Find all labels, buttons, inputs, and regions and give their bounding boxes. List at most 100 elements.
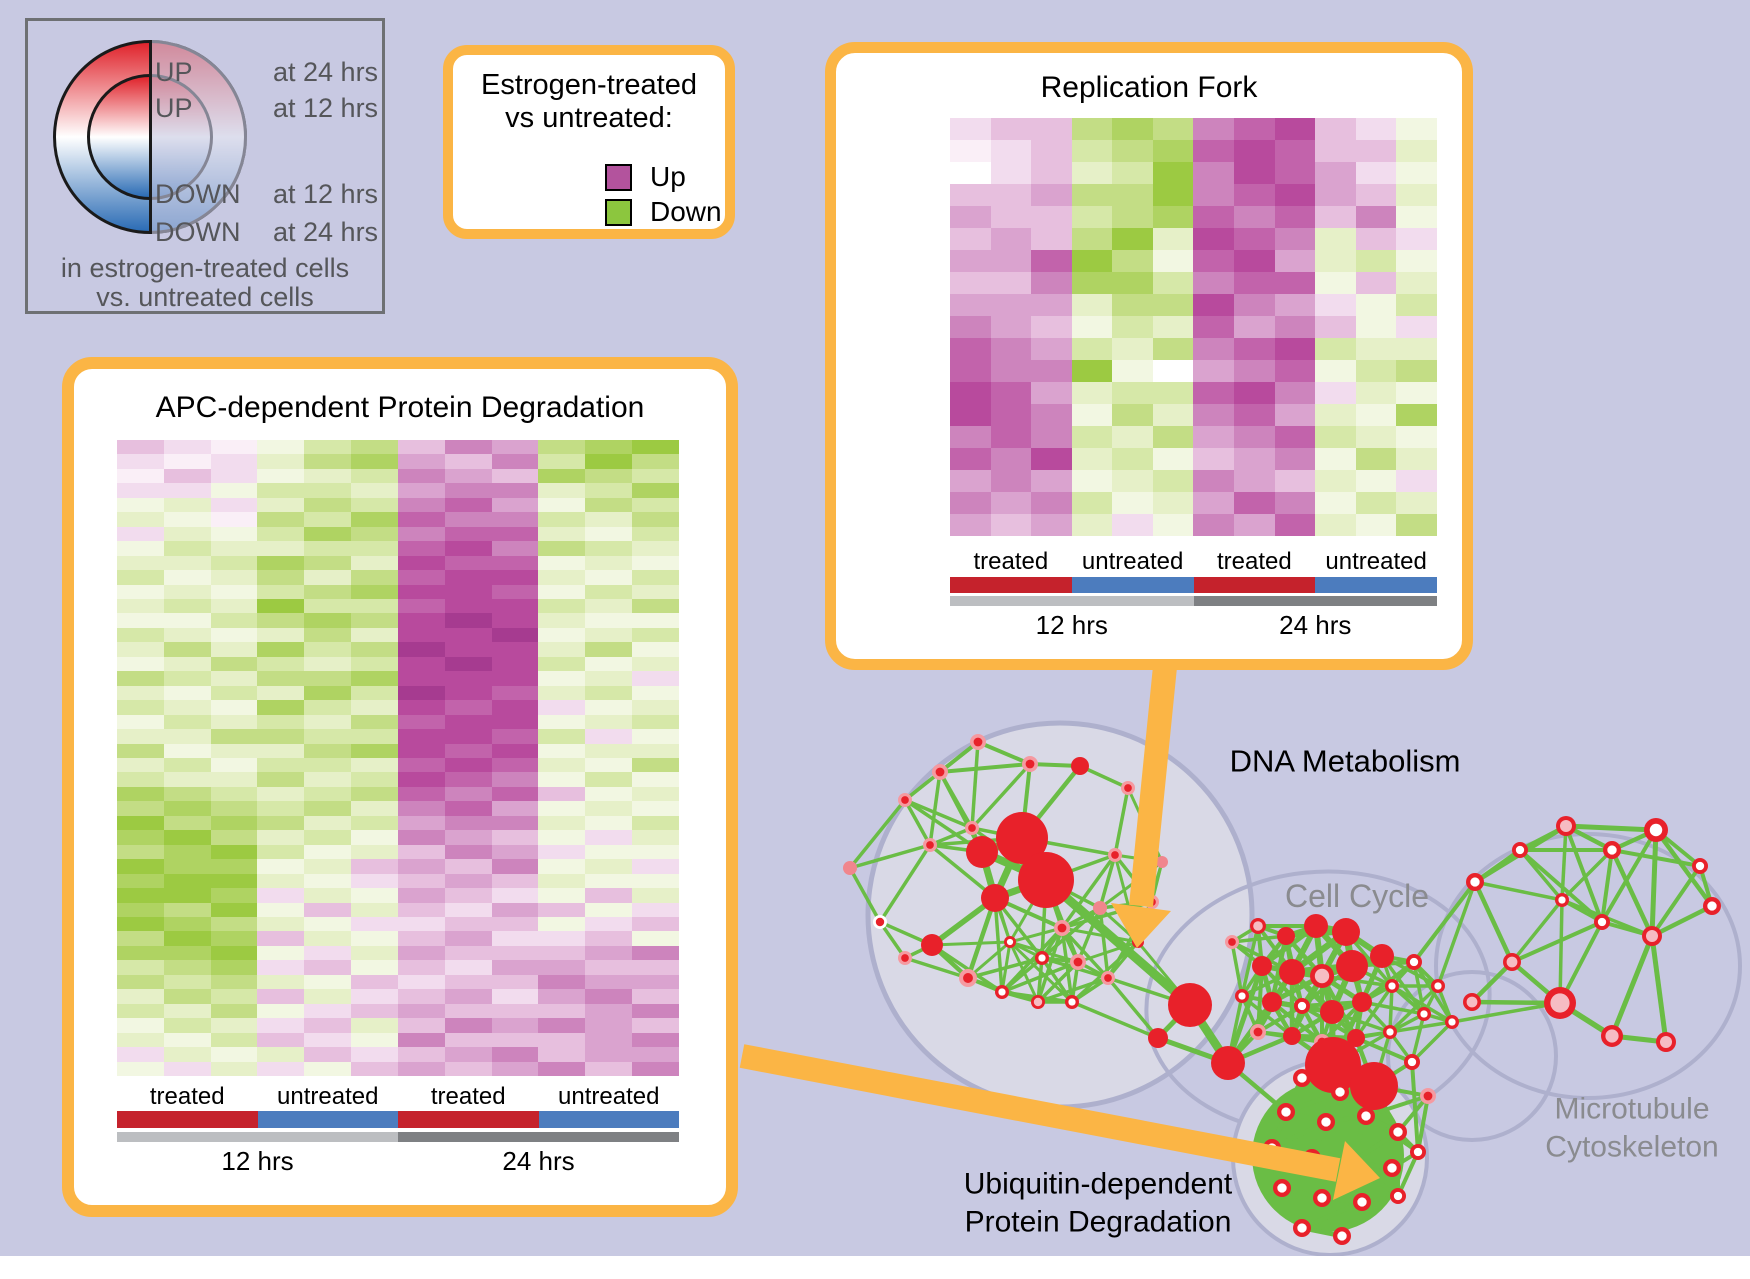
network-edge (1609, 849, 1655, 937)
heatmap-cell (117, 440, 164, 455)
heatmap-cell (351, 627, 398, 643)
heatmap-cell (990, 118, 1032, 140)
heatmap-cell (585, 945, 633, 961)
group-label: untreated (1081, 548, 1184, 575)
network-edge (1565, 823, 1657, 833)
time-label: at 24 hrs (273, 217, 379, 247)
heatmap-cell (1152, 250, 1194, 272)
heatmap-cell (304, 859, 352, 874)
heatmap-cell (117, 570, 164, 585)
heatmap-cell (117, 757, 164, 773)
heatmap-cell (117, 989, 164, 1004)
heatmap-cell (538, 743, 586, 758)
heatmap-cell (117, 830, 164, 845)
heatmap-cell (491, 627, 539, 643)
heatmap-cell (1355, 382, 1397, 404)
heatmap-cell (117, 1032, 164, 1048)
heatmap-cell (1071, 206, 1113, 228)
heatmap-cell (257, 888, 305, 903)
heatmap-cell (117, 945, 164, 961)
treatment-bars (950, 577, 1437, 593)
network-node (1148, 1028, 1168, 1048)
heatmap-cell (1396, 492, 1437, 514)
group-label: treated (973, 548, 1049, 575)
heatmap-cell (632, 570, 679, 585)
heatmap-cell (1234, 162, 1275, 184)
heatmap-cell (163, 743, 211, 758)
heatmap-cell (1274, 492, 1316, 514)
network-node-core (1393, 1191, 1403, 1201)
network-node (1352, 992, 1372, 1012)
heatmap-cell (163, 541, 211, 556)
group-label: treated (149, 1083, 225, 1110)
heatmap-cell (397, 1018, 445, 1033)
heatmap-cell (585, 685, 633, 701)
heatmap-cell (444, 786, 492, 802)
network-edge (1113, 787, 1130, 856)
heatmap-cell (397, 541, 445, 556)
network-node-core (963, 973, 973, 983)
heatmap-cell (491, 656, 539, 672)
network-node-core (1073, 957, 1083, 967)
heatmap-cell (210, 468, 258, 484)
heatmap-cell (632, 685, 679, 701)
heatmap-cell (585, 974, 633, 990)
heatmap-cell (538, 613, 586, 628)
heatmap-cell (1396, 448, 1437, 470)
network-node-core (1025, 759, 1035, 769)
heatmap-cell (1234, 426, 1275, 448)
heatmap-cell (397, 772, 445, 787)
heatmap-cell (351, 526, 398, 542)
heatmap-cell (585, 440, 633, 455)
heatmap-cell (117, 584, 164, 599)
heatmap-cell (351, 844, 398, 860)
heatmap-cell (990, 338, 1032, 360)
heatmap-cell (538, 497, 586, 513)
heatmap-cell (538, 526, 586, 542)
network-edge (1271, 1119, 1327, 1151)
heatmap-cell (351, 685, 398, 701)
heatmap-cell (1152, 382, 1194, 404)
heatmap-cell (257, 656, 305, 672)
heatmap-cell (950, 448, 991, 470)
heatmap-cell (1112, 316, 1153, 338)
heatmap-cell (117, 483, 164, 498)
heatmap-cell (632, 468, 679, 484)
network-node-core (1357, 1197, 1367, 1207)
heatmap-cell (397, 916, 445, 932)
heatmap-cell (444, 931, 492, 946)
heatmap-cell (257, 801, 305, 816)
heatmap-cell (1315, 250, 1356, 272)
time-bar-segment (117, 1132, 398, 1142)
heatmap-cell (304, 454, 352, 469)
heatmap-cell (163, 844, 211, 860)
heatmap-cell (210, 772, 258, 787)
heatmap-cell (585, 859, 633, 874)
network-node-core (1470, 877, 1480, 887)
heatmap-cell (1234, 514, 1275, 536)
heatmap-cell (444, 1003, 492, 1019)
heatmap-cell (1071, 492, 1113, 514)
heatmap-cell (304, 526, 352, 542)
heatmap-cell (351, 902, 398, 917)
heatmap-cell (1071, 184, 1113, 206)
network-node (1262, 992, 1282, 1012)
heatmap-cell (1152, 338, 1194, 360)
heatmap-cell (351, 989, 398, 1004)
heatmap-cell (1152, 514, 1194, 536)
heatmap-cell (632, 483, 679, 498)
heatmap-cell (1396, 206, 1437, 228)
heatmap-cell (444, 584, 492, 599)
heatmap-cell (117, 700, 164, 715)
heatmap-cell (1031, 492, 1072, 514)
heatmap-cell (257, 757, 305, 773)
heatmap-cell (1193, 140, 1235, 162)
heatmap-cell (117, 613, 164, 628)
heatmap-cell (351, 598, 398, 614)
network-node-core (1238, 992, 1246, 1000)
heatmap-cell (585, 468, 633, 484)
heatmap-cell (257, 555, 305, 571)
network-node-core (1607, 845, 1617, 855)
network-node-core (1649, 823, 1663, 837)
direction-label: DOWN (155, 179, 241, 209)
